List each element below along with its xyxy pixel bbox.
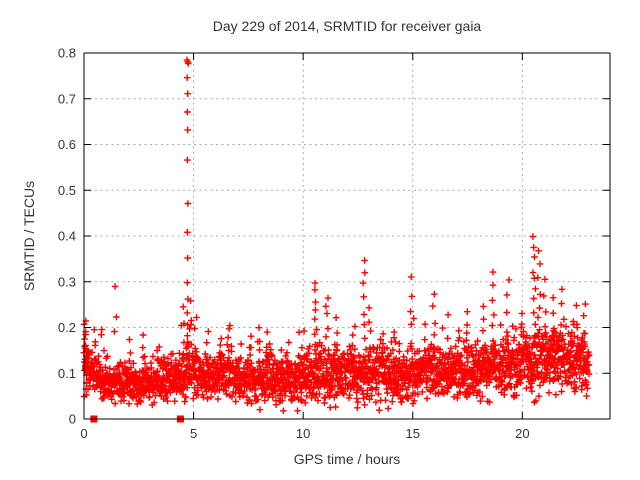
y-tick-labels: 0 0.1 0.2 0.3 0.4 0.5 0.6 0.7 0.8 bbox=[58, 46, 76, 427]
x-tick-label: 0 bbox=[80, 426, 87, 441]
y-tick-label: 0.1 bbox=[58, 366, 76, 381]
y-tick-label: 0.6 bbox=[58, 137, 76, 152]
x-tick-label: 20 bbox=[515, 426, 529, 441]
plot-generated-layers: 0 5 10 15 20 0 0.1 0.2 0.3 0.4 0.5 0.6 0.7 0.8 bbox=[58, 46, 611, 441]
x-tick-labels: 0 5 10 15 20 bbox=[80, 426, 529, 441]
y-tick-label: 0.5 bbox=[58, 183, 76, 198]
y-tick-label: 0.7 bbox=[58, 91, 76, 106]
x-tick-label: 5 bbox=[190, 426, 197, 441]
x-tick-label: 15 bbox=[406, 426, 420, 441]
x-tick-label: 10 bbox=[296, 426, 310, 441]
chart-title: Day 229 of 2014, SRMTID for receiver gai… bbox=[213, 18, 482, 34]
y-tick-label: 0.3 bbox=[58, 274, 76, 289]
y-tick-label: 0.8 bbox=[58, 46, 76, 61]
y-axis-label: SRMTID / TECUs bbox=[21, 181, 37, 291]
grid-lines bbox=[84, 53, 610, 419]
plot-border bbox=[83, 52, 611, 420]
data-points bbox=[80, 56, 593, 415]
y-tick-label: 0 bbox=[69, 412, 76, 427]
x-axis-label: GPS time / hours bbox=[294, 451, 401, 467]
y-tick-label: 0.4 bbox=[58, 229, 76, 244]
y-tick-label: 0.2 bbox=[58, 320, 76, 335]
